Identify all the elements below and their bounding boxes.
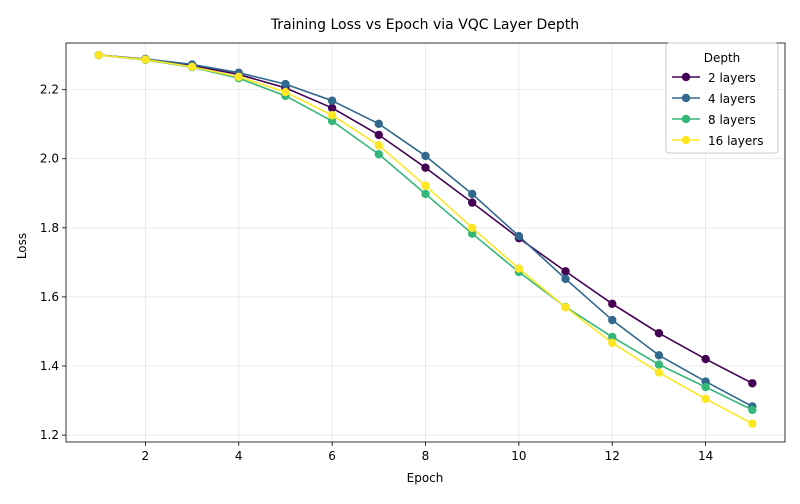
data-point [374, 119, 384, 129]
data-point [421, 181, 430, 190]
legend-entries: 2 layers 4 layers 8 layers 16 layers [672, 71, 763, 148]
legend-box [665, 42, 779, 154]
legend-marker [681, 72, 691, 82]
x-tick-label: 4 [235, 449, 243, 463]
x-tick-label: 8 [422, 449, 430, 463]
data-point [327, 103, 337, 113]
legend-entry: 2 layers [672, 71, 756, 85]
x-axis-label: Epoch [407, 471, 444, 485]
legend-label: 8 layers [708, 113, 756, 127]
data-point [421, 151, 430, 161]
data-point [327, 116, 337, 126]
data-point [374, 150, 384, 159]
legend-entry: 16 layers [672, 134, 763, 148]
axes: 2 4 6 8 10 12 14 1.2 1.4 1.6 1.8 2.0 2.2 [40, 83, 713, 463]
x-tick-label: 14 [698, 449, 713, 463]
legend-label: 4 layers [708, 92, 756, 106]
y-tick-label: 1.6 [40, 290, 59, 304]
data-point [701, 382, 710, 392]
legend-entry: 8 layers [672, 113, 756, 127]
legend-label: 2 layers [708, 71, 756, 85]
data-point [467, 223, 477, 233]
y-tick-label: 2.2 [40, 83, 59, 97]
legend-title: Depth [704, 51, 741, 65]
series-group [94, 50, 757, 428]
data-point [701, 394, 710, 404]
data-point [467, 189, 477, 199]
data-point [421, 163, 430, 172]
x-tick-label: 6 [328, 449, 336, 463]
data-point [94, 50, 103, 60]
data-point [467, 229, 477, 238]
data-point [281, 87, 290, 97]
y-tick-label: 1.4 [40, 359, 59, 373]
x-tick-label: 10 [511, 449, 526, 463]
data-point [141, 55, 150, 64]
data-point [514, 264, 524, 273]
data-point [748, 405, 757, 415]
data-point [234, 72, 243, 82]
y-tick-label: 1.2 [40, 428, 59, 442]
data-point [374, 141, 384, 150]
data-point [187, 62, 197, 72]
y-axis-label: Loss [15, 233, 29, 259]
data-point [421, 189, 430, 199]
data-point [608, 299, 617, 309]
data-point [327, 96, 337, 105]
chart-title: Training Loss vs Epoch via VQC Layer Dep… [270, 17, 579, 33]
data-point [748, 379, 757, 388]
data-point [467, 198, 477, 207]
data-point [281, 79, 290, 89]
data-point [748, 419, 757, 428]
y-tick-label: 1.8 [40, 221, 59, 235]
legend-label: 16 layers [708, 134, 763, 148]
legend: Depth 2 layers 4 layers 8 layers 16 layers [665, 42, 779, 154]
data-point [608, 315, 617, 325]
data-point [654, 351, 664, 360]
data-point [561, 274, 570, 284]
data-point [654, 368, 664, 377]
data-point [608, 332, 617, 342]
data-point [654, 328, 664, 338]
legend-marker [681, 114, 691, 124]
data-point [561, 267, 570, 276]
legend-marker [681, 135, 691, 145]
data-point [608, 338, 617, 348]
legend-marker [681, 93, 691, 103]
data-point [514, 231, 524, 241]
x-tick-label: 12 [605, 449, 620, 463]
y-tick-label: 2.0 [40, 152, 59, 166]
data-point [654, 360, 664, 369]
data-point [561, 303, 570, 312]
data-point [374, 130, 384, 140]
legend-entry: 4 layers [672, 92, 756, 106]
data-point [701, 354, 710, 364]
data-point [327, 111, 337, 120]
series-16-layers [94, 50, 757, 428]
x-tick-label: 2 [142, 449, 150, 463]
